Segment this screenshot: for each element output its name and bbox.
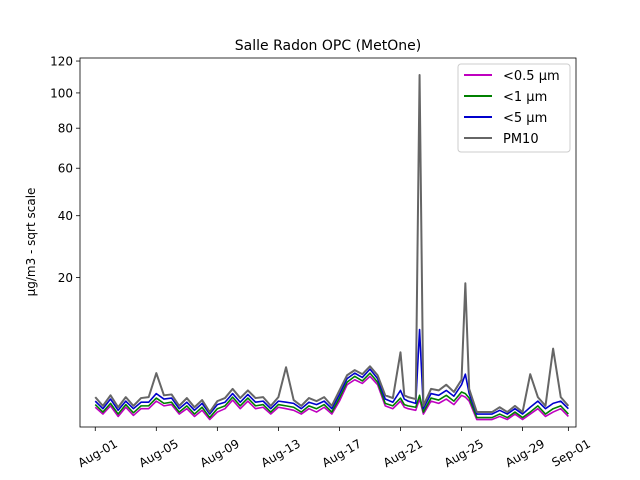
series-line-3	[94, 74, 570, 414]
y-tick-label: 120	[50, 55, 73, 69]
legend-items: <0.5 µm <1 µm <5 µm PM10	[464, 69, 560, 147]
series-line-1	[94, 372, 569, 419]
series-group	[94, 74, 570, 421]
y-tick-label: 40	[58, 209, 73, 223]
chart-title: Salle Radon OPC (MetOne)	[235, 38, 421, 54]
legend-frame	[457, 63, 571, 153]
legend-label-1: <1 µm	[503, 90, 547, 105]
legend: <0.5 µm <1 µm <5 µm PM10	[457, 63, 571, 153]
y-axis: 20 40 60 80 100 120	[50, 55, 80, 285]
legend-label-2: <5 µm	[503, 111, 547, 126]
plot-frame	[79, 57, 577, 428]
series-line-2	[94, 328, 569, 415]
y-tick-label: 20	[58, 271, 73, 285]
legend-label-3: PM10	[503, 132, 539, 147]
y-axis-label: µg/m3 - sqrt scale	[24, 188, 38, 297]
y-tick-label: 60	[58, 162, 73, 176]
series-line-0	[94, 375, 569, 421]
y-tick-label: 100	[50, 86, 73, 100]
y-tick-label: 80	[58, 122, 73, 136]
legend-label-0: <0.5 µm	[503, 69, 560, 84]
